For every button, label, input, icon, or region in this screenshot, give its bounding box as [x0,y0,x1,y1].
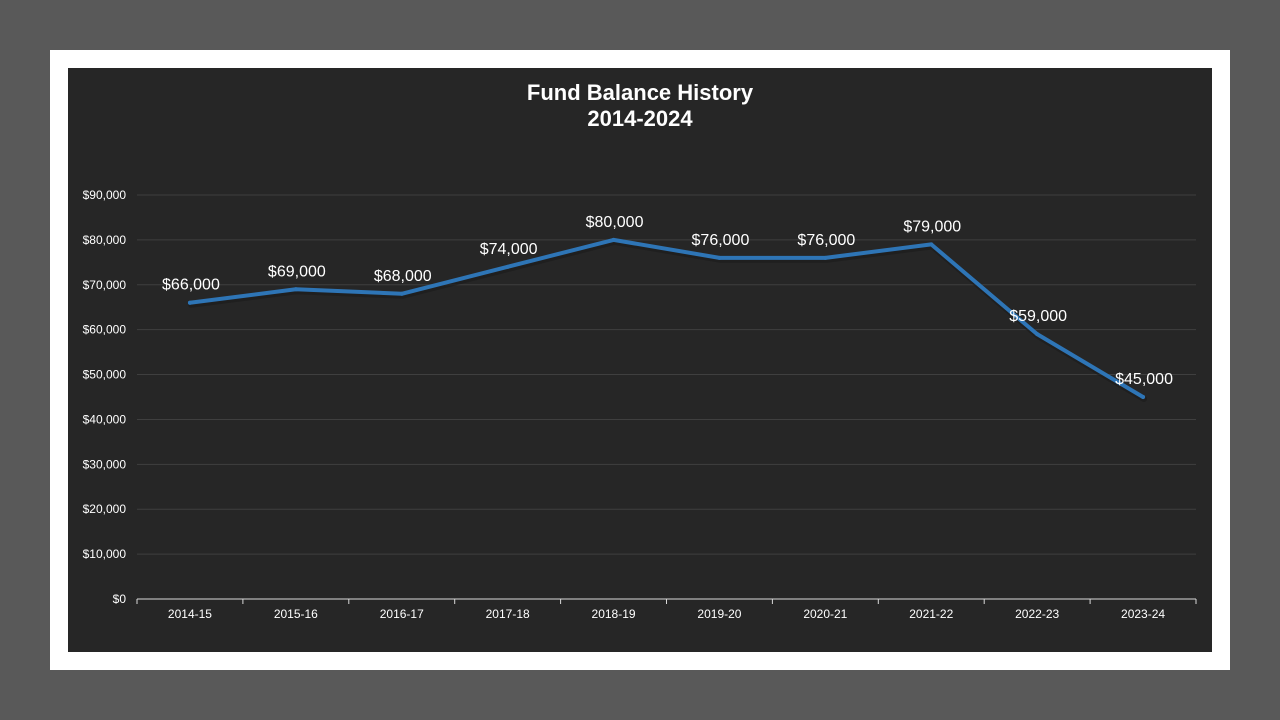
chart-area [68,68,1212,652]
data-label: $76,000 [797,232,855,249]
data-point [717,255,722,260]
data-label: $79,000 [903,218,961,235]
data-label: $74,000 [480,241,538,258]
series-line [187,237,1146,399]
x-tick-label: 2017-18 [486,607,530,621]
data-label: $66,000 [162,277,220,294]
x-tick-label: 2019-20 [697,607,741,621]
data-label: $68,000 [374,268,432,285]
chart-title-line: Fund Balance History [526,80,754,105]
data-point [187,300,192,305]
data-point [1141,395,1146,399]
x-tick-label: 2015-16 [274,607,318,621]
data-point [293,287,298,292]
y-tick-label: $70,000 [83,278,127,292]
data-point [505,264,510,269]
data-point [399,291,404,296]
gridlines [137,194,1196,555]
series [187,237,1148,402]
x-tick-label: 2014-15 [168,607,212,621]
data-label: $80,000 [586,214,644,231]
data-label: $76,000 [692,232,750,249]
x-tick-label: 2021-22 [909,607,953,621]
y-tick-label: $60,000 [83,323,127,337]
x-tick-label: 2018-19 [592,607,636,621]
y-tick-label: $0 [113,592,127,606]
data-point [929,242,934,247]
data-label: $59,000 [1009,308,1067,325]
x-axis-tick-labels: 2014-15 2015-16 2016-17 2017-18 2018-19 2019-… [168,607,1165,621]
y-tick-label: $30,000 [83,457,127,471]
chart-title: Fund Balance History 2014-2024 [68,80,1212,132]
data-label: $69,000 [268,263,326,280]
x-tick-label: 2020-21 [803,607,847,621]
y-tick-label: $40,000 [83,412,127,426]
x-tick-label: 2023-24 [1121,607,1165,621]
series-line-shadow [187,238,1148,402]
y-tick-label: $20,000 [83,502,127,516]
y-tick-label: $50,000 [83,368,127,382]
x-tick-label: 2016-17 [380,607,424,621]
y-axis-tick-labels: $0 $10,000 $20,000 $30,000 $40,000 $50,000 $60… [83,188,127,606]
y-tick-label: $80,000 [83,233,127,247]
y-tick-label: $10,000 [83,547,127,561]
data-point [823,255,828,260]
y-tick-label: $90,000 [83,188,127,202]
x-axis [136,598,1197,604]
x-tick-label: 2022-23 [1015,607,1059,621]
data-point [611,237,616,242]
chart-subtitle: 2014-2024 [587,106,693,131]
data-labels: $66,000 $69,000 $68,000 $74,000 $80,000 $76,0… [162,214,1173,388]
data-label: $45,000 [1115,371,1173,388]
data-point [1035,332,1040,337]
